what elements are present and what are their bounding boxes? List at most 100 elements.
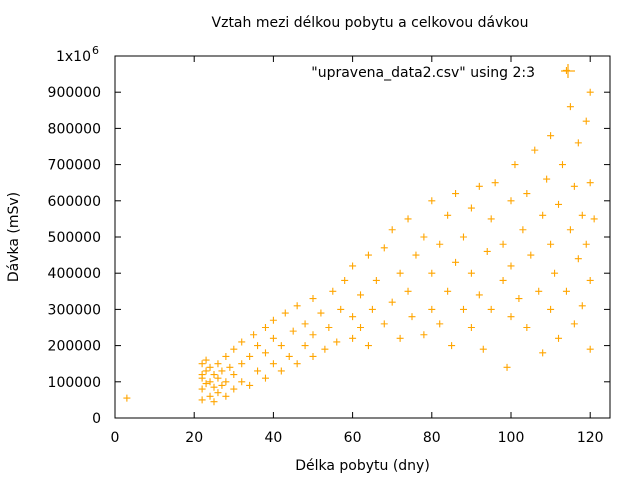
data-point	[206, 392, 214, 400]
data-point	[543, 175, 551, 183]
data-point	[574, 255, 582, 263]
data-point	[269, 334, 277, 342]
data-point	[388, 226, 396, 234]
data-point	[309, 295, 317, 303]
data-point	[539, 211, 547, 219]
data-point	[301, 342, 309, 350]
data-point	[325, 324, 333, 331]
data-point	[198, 360, 206, 368]
data-point	[531, 146, 539, 154]
data-point	[368, 305, 376, 313]
y-axis-title: Dávka (mSv)	[6, 192, 22, 282]
data-point	[551, 269, 559, 277]
data-point	[586, 345, 594, 353]
data-point	[337, 305, 345, 313]
y-tick-exponent: 6	[92, 44, 99, 57]
data-point	[250, 331, 258, 339]
y-tick-label: 300000	[48, 302, 101, 318]
data-point	[349, 334, 357, 342]
data-point	[547, 240, 555, 248]
data-point	[293, 360, 301, 368]
data-point	[547, 305, 555, 313]
data-point	[246, 352, 254, 360]
y-axis: 0 100000 200000 300000 400000 500000 600000 700…	[48, 44, 610, 427]
data-point	[238, 360, 246, 368]
data-point	[333, 338, 341, 346]
x-tick-label: 20	[185, 430, 203, 446]
data-point	[491, 179, 499, 187]
x-tick-label: 120	[577, 430, 604, 446]
y-tick-label: 500000	[48, 230, 101, 246]
data-point	[222, 352, 230, 360]
data-point	[380, 320, 388, 328]
data-point	[558, 161, 566, 169]
data-point	[436, 240, 444, 248]
data-point	[198, 371, 206, 379]
data-point	[281, 309, 289, 317]
data-point	[452, 190, 460, 198]
data-point	[404, 287, 412, 295]
data-point	[574, 139, 582, 147]
data-point	[547, 132, 555, 140]
data-point	[428, 269, 436, 277]
data-point	[293, 302, 301, 310]
data-point	[475, 291, 483, 299]
data-point	[214, 360, 222, 368]
data-point	[218, 367, 226, 375]
x-tick-label: 80	[423, 430, 441, 446]
data-point	[487, 305, 495, 313]
data-point	[562, 66, 570, 74]
y-tick-label: 0	[92, 411, 101, 427]
y-tick-label: 900000	[48, 85, 101, 101]
data-point	[285, 352, 293, 360]
data-point	[448, 342, 456, 350]
data-point	[499, 240, 507, 248]
data-point	[586, 276, 594, 284]
data-point	[277, 342, 285, 350]
y-tick-label: 800000	[48, 121, 101, 137]
data-point	[202, 367, 210, 375]
data-point	[578, 302, 586, 310]
data-point	[261, 349, 269, 357]
data-point	[321, 345, 329, 353]
data-point	[329, 287, 337, 295]
data-point	[586, 179, 594, 187]
plot-border	[114, 55, 611, 419]
x-tick-label: 100	[498, 430, 525, 446]
data-point	[507, 197, 515, 205]
data-point	[586, 88, 594, 96]
data-point	[206, 378, 214, 386]
data-point	[555, 334, 563, 342]
data-point	[269, 360, 277, 368]
data-point	[507, 262, 515, 270]
data-point	[511, 161, 519, 169]
data-point	[372, 276, 380, 284]
data-point	[254, 367, 262, 375]
y-tick-label: 700000	[48, 158, 101, 174]
data-point	[357, 324, 365, 331]
data-point	[277, 367, 285, 375]
data-point	[527, 251, 535, 259]
data-point	[420, 233, 428, 241]
data-point	[578, 211, 586, 219]
data-point	[467, 269, 475, 277]
data-point	[503, 363, 511, 371]
data-point	[309, 352, 317, 360]
data-point	[198, 396, 206, 404]
data-point	[230, 345, 238, 353]
chart-title: Vztah mezi délkou pobytu a celkovou dávk…	[212, 15, 529, 31]
data-points	[123, 66, 598, 406]
data-point	[523, 190, 531, 198]
data-point	[459, 233, 467, 241]
data-point	[562, 287, 570, 295]
data-point	[238, 378, 246, 386]
data-point	[408, 313, 416, 321]
data-point	[535, 287, 543, 295]
data-point	[289, 327, 297, 335]
data-point	[566, 103, 574, 111]
data-point	[539, 349, 547, 357]
data-point	[222, 378, 230, 386]
data-point	[523, 324, 531, 331]
data-point	[364, 342, 372, 350]
